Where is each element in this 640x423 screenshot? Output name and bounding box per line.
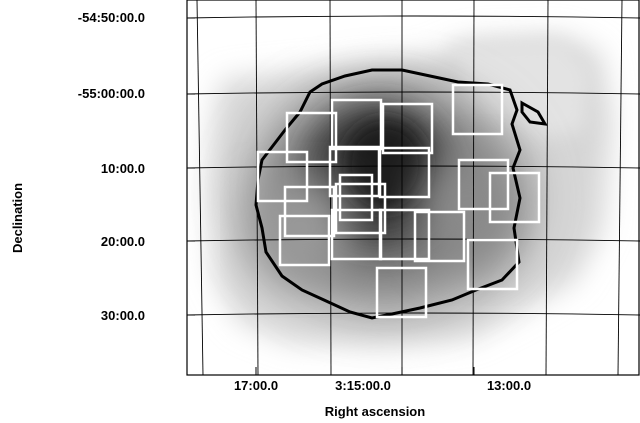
x-axis-title: Right ascension [325, 404, 425, 419]
x-tick-label: 13:00.0 [487, 378, 531, 393]
y-tick-label: -54:50:00.0 [78, 10, 145, 25]
sky-image [187, 0, 640, 375]
x-tick-label: 17:00.0 [234, 378, 278, 393]
y-axis-title: Declination [10, 183, 25, 253]
y-tick-label: 10:00.0 [101, 161, 145, 176]
y-tick-label: -55:00:00.0 [78, 86, 145, 101]
x-tick-label: 3:15:00.0 [335, 378, 391, 393]
y-tick-label: 30:00.0 [101, 308, 145, 323]
y-tick-label: 20:00.0 [101, 234, 145, 249]
